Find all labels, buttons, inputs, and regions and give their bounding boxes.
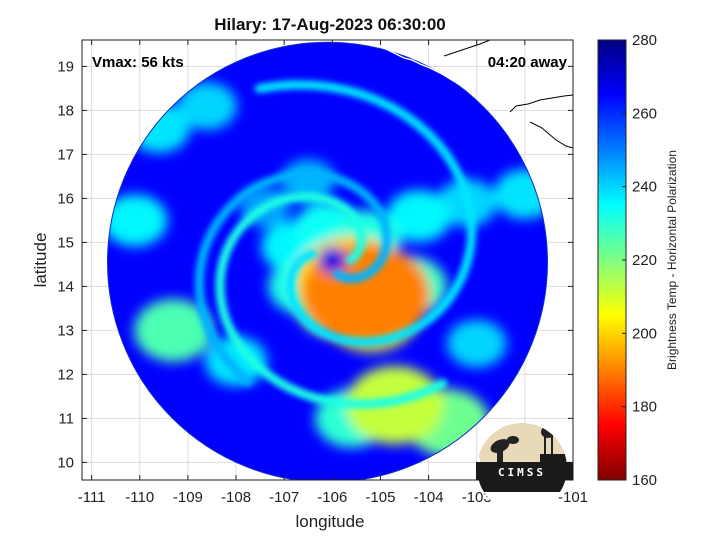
x-tick-label: -107 [269,489,299,506]
y-axis-label: latitude [31,233,50,288]
x-tick-label: -105 [365,489,395,506]
x-tick-label: -108 [221,489,251,506]
tb-feature [177,82,237,130]
y-tick-label: 17 [57,146,74,163]
colorbar: 160 180 200 220 240 260 280 Brightness Temp - … [597,32,679,489]
y-tick-label: 18 [57,102,74,119]
tb-feature [281,159,336,203]
colorbar-tick-label: 280 [632,32,657,49]
colorbar-tick-label: 160 [632,472,657,489]
colorbar-tick-label: 200 [632,325,657,342]
cimss-logo: CIMSS [476,423,573,513]
rainband [254,80,477,347]
y-tick-label: 19 [57,58,74,75]
y-tick-label: 14 [57,278,74,295]
colorbar-tick-label: 260 [632,105,657,122]
storm-eye [318,247,347,273]
x-tick-label: -111 [78,489,106,506]
time-away-annotation: 04:20 away [488,54,568,71]
brightness-features [107,82,548,457]
colorbar-ticks: 160 180 200 220 240 260 280 [622,32,657,489]
swath-edge [107,41,548,480]
y-tick-label: 15 [57,234,74,251]
coastline [371,40,573,159]
y-axis-ticks: 10 11 12 13 14 15 16 17 18 19 [57,58,573,471]
colorbar-gradient [597,39,627,481]
y-tick-label: 16 [57,190,74,207]
y-tick-label: 12 [57,366,74,383]
x-tick-label: -110 [125,489,154,506]
rainband [194,169,392,386]
tb-feature [447,319,507,368]
rainband-streaks [194,80,477,409]
x-tick-label: -106 [317,489,347,506]
tb-feature [107,194,168,247]
vmax-annotation: Vmax: 56 kts [92,54,184,71]
x-axis-label: longitude [295,512,364,531]
x-tick-label: -104 [414,489,444,506]
chart-title: Hilary: 17-Aug-2023 06:30:00 [214,15,446,34]
axes-frame [81,39,574,481]
y-tick-label: 10 [57,454,74,471]
x-tick-label: -103 [462,489,492,506]
colorbar-tick-label: 220 [632,252,657,269]
x-tick-label: -109 [173,489,203,506]
rainband [215,191,448,409]
tb-feature [386,190,452,242]
colorbar-tick-label: 240 [632,179,657,196]
x-tick-label: -101 [558,489,588,506]
y-tick-label: 11 [58,410,74,427]
colorbar-tick-label: 180 [632,399,657,416]
cimss-logo-text: CIMSS [498,466,546,479]
microwave-swath [107,41,548,480]
tb-feature [134,298,213,362]
y-tick-label: 13 [57,322,74,339]
colorbar-label: Brightness Temp - Horizontal Polarizatio… [665,150,679,370]
